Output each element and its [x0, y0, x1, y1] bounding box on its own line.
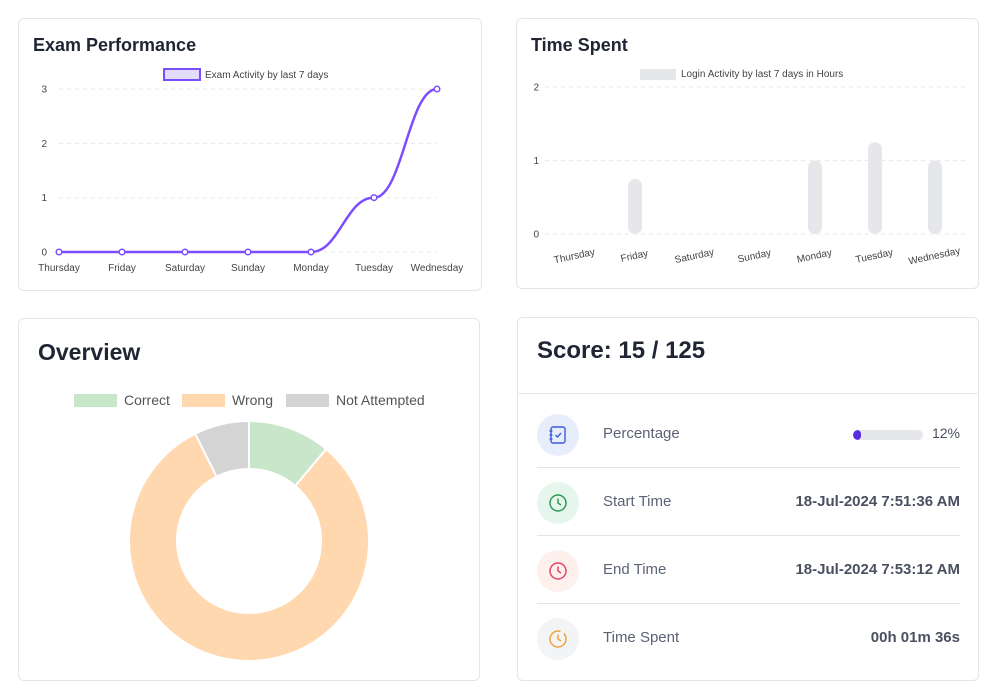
divider [537, 535, 960, 536]
score-title: Score: 15 / 125 [537, 337, 706, 364]
y-tick-label: 2 [533, 83, 539, 94]
x-tick-label: Sunday [231, 263, 265, 274]
end-time-row: End Time 18-Jul-2024 7:53:12 AM [518, 536, 978, 604]
x-tick-label: Wednesday [411, 263, 464, 274]
y-tick-label: 1 [533, 156, 539, 167]
checklist-icon [537, 414, 579, 456]
exam-performance-title: Exam Performance [33, 35, 197, 55]
y-tick-label: 0 [41, 248, 47, 259]
time-spent-chart: Login Activity by last 7 days in Hours 0 1… [533, 69, 965, 268]
time-spent-card: Time Spent Login Activity by last 7 days… [516, 18, 979, 289]
legend-swatch [74, 394, 117, 407]
overview-title: Overview [38, 339, 141, 365]
y-tick-label: 1 [41, 193, 47, 204]
score-header: Score: 15 / 125 [518, 318, 978, 394]
bar [928, 160, 942, 234]
y-tick-label: 3 [41, 85, 47, 96]
divider [537, 467, 960, 468]
overview-card: Overview Correct Wrong Not Attempted [18, 318, 480, 681]
x-tick-label: Tuesday [355, 263, 393, 274]
x-tick-label: Thursday [553, 247, 596, 266]
legend-label: Correct [124, 392, 170, 408]
legend-label: Wrong [232, 392, 273, 408]
x-tick-label: Thursday [38, 263, 80, 274]
exam-performance-chart: Exam Activity by last 7 days 0 1 2 3 Thursday… [38, 68, 464, 274]
bar [628, 178, 642, 234]
clock-icon [537, 550, 579, 592]
exam-performance-card: Exam Performance Exam Activity by last 7… [18, 18, 482, 291]
y-tick-label: 2 [41, 139, 47, 150]
end-time-label: End Time [603, 561, 667, 578]
x-tick-label: Saturday [165, 263, 205, 274]
x-tick-label: Monday [293, 263, 329, 274]
donut-slice [128, 432, 370, 662]
x-tick-label: Monday [796, 247, 833, 265]
legend-swatch [286, 394, 329, 407]
overview-donut-chart: Correct Wrong Not Attempted [74, 392, 425, 662]
y-tick-label: 0 [533, 230, 539, 241]
percentage-progress-fill [853, 430, 862, 440]
percentage-label: Percentage [603, 425, 680, 442]
start-time-row: Start Time 18-Jul-2024 7:51:36 AM [518, 468, 978, 536]
percentage-value: 12% [931, 425, 960, 441]
x-tick-label: Saturday [674, 247, 715, 266]
data-point [307, 248, 315, 256]
x-tick-label: Friday [620, 248, 649, 265]
legend-label: Not Attempted [336, 392, 425, 408]
bar [868, 142, 882, 234]
start-time-value: 18-Jul-2024 7:51:36 AM [795, 493, 960, 510]
start-time-label: Start Time [603, 493, 672, 510]
bar [808, 160, 822, 234]
time-spent-value: 00h 01m 36s [870, 629, 960, 646]
percentage-progress-bar [853, 430, 923, 440]
x-tick-label: Sunday [737, 248, 772, 266]
x-tick-label: Wednesday [908, 246, 962, 268]
legend-label: Login Activity by last 7 days in Hours [681, 69, 843, 80]
time-spent-row: Time Spent 00h 01m 36s [518, 604, 978, 672]
donut-slice [193, 419, 250, 479]
divider [537, 603, 960, 604]
clock-icon [537, 482, 579, 524]
legend-swatch [163, 68, 201, 81]
legend-label: Exam Activity by last 7 days [205, 70, 328, 81]
time-spent-title: Time Spent [531, 35, 628, 55]
data-point [55, 248, 63, 256]
series-line [59, 87, 438, 254]
data-point [370, 194, 378, 202]
x-tick-label: Tuesday [855, 247, 894, 266]
data-point [433, 85, 441, 93]
time-spent-label: Time Spent [603, 629, 680, 646]
end-time-value: 18-Jul-2024 7:53:12 AM [795, 561, 960, 578]
timer-icon [537, 618, 579, 660]
legend-swatch [182, 394, 225, 407]
percentage-row: Percentage 12% [518, 400, 978, 468]
x-tick-label: Friday [108, 263, 136, 274]
data-point [118, 248, 126, 256]
legend-swatch [640, 69, 676, 80]
data-point [244, 248, 252, 256]
data-point [181, 248, 189, 256]
score-card: Score: 15 / 125 Percentage 12% Start Tim… [517, 317, 979, 681]
